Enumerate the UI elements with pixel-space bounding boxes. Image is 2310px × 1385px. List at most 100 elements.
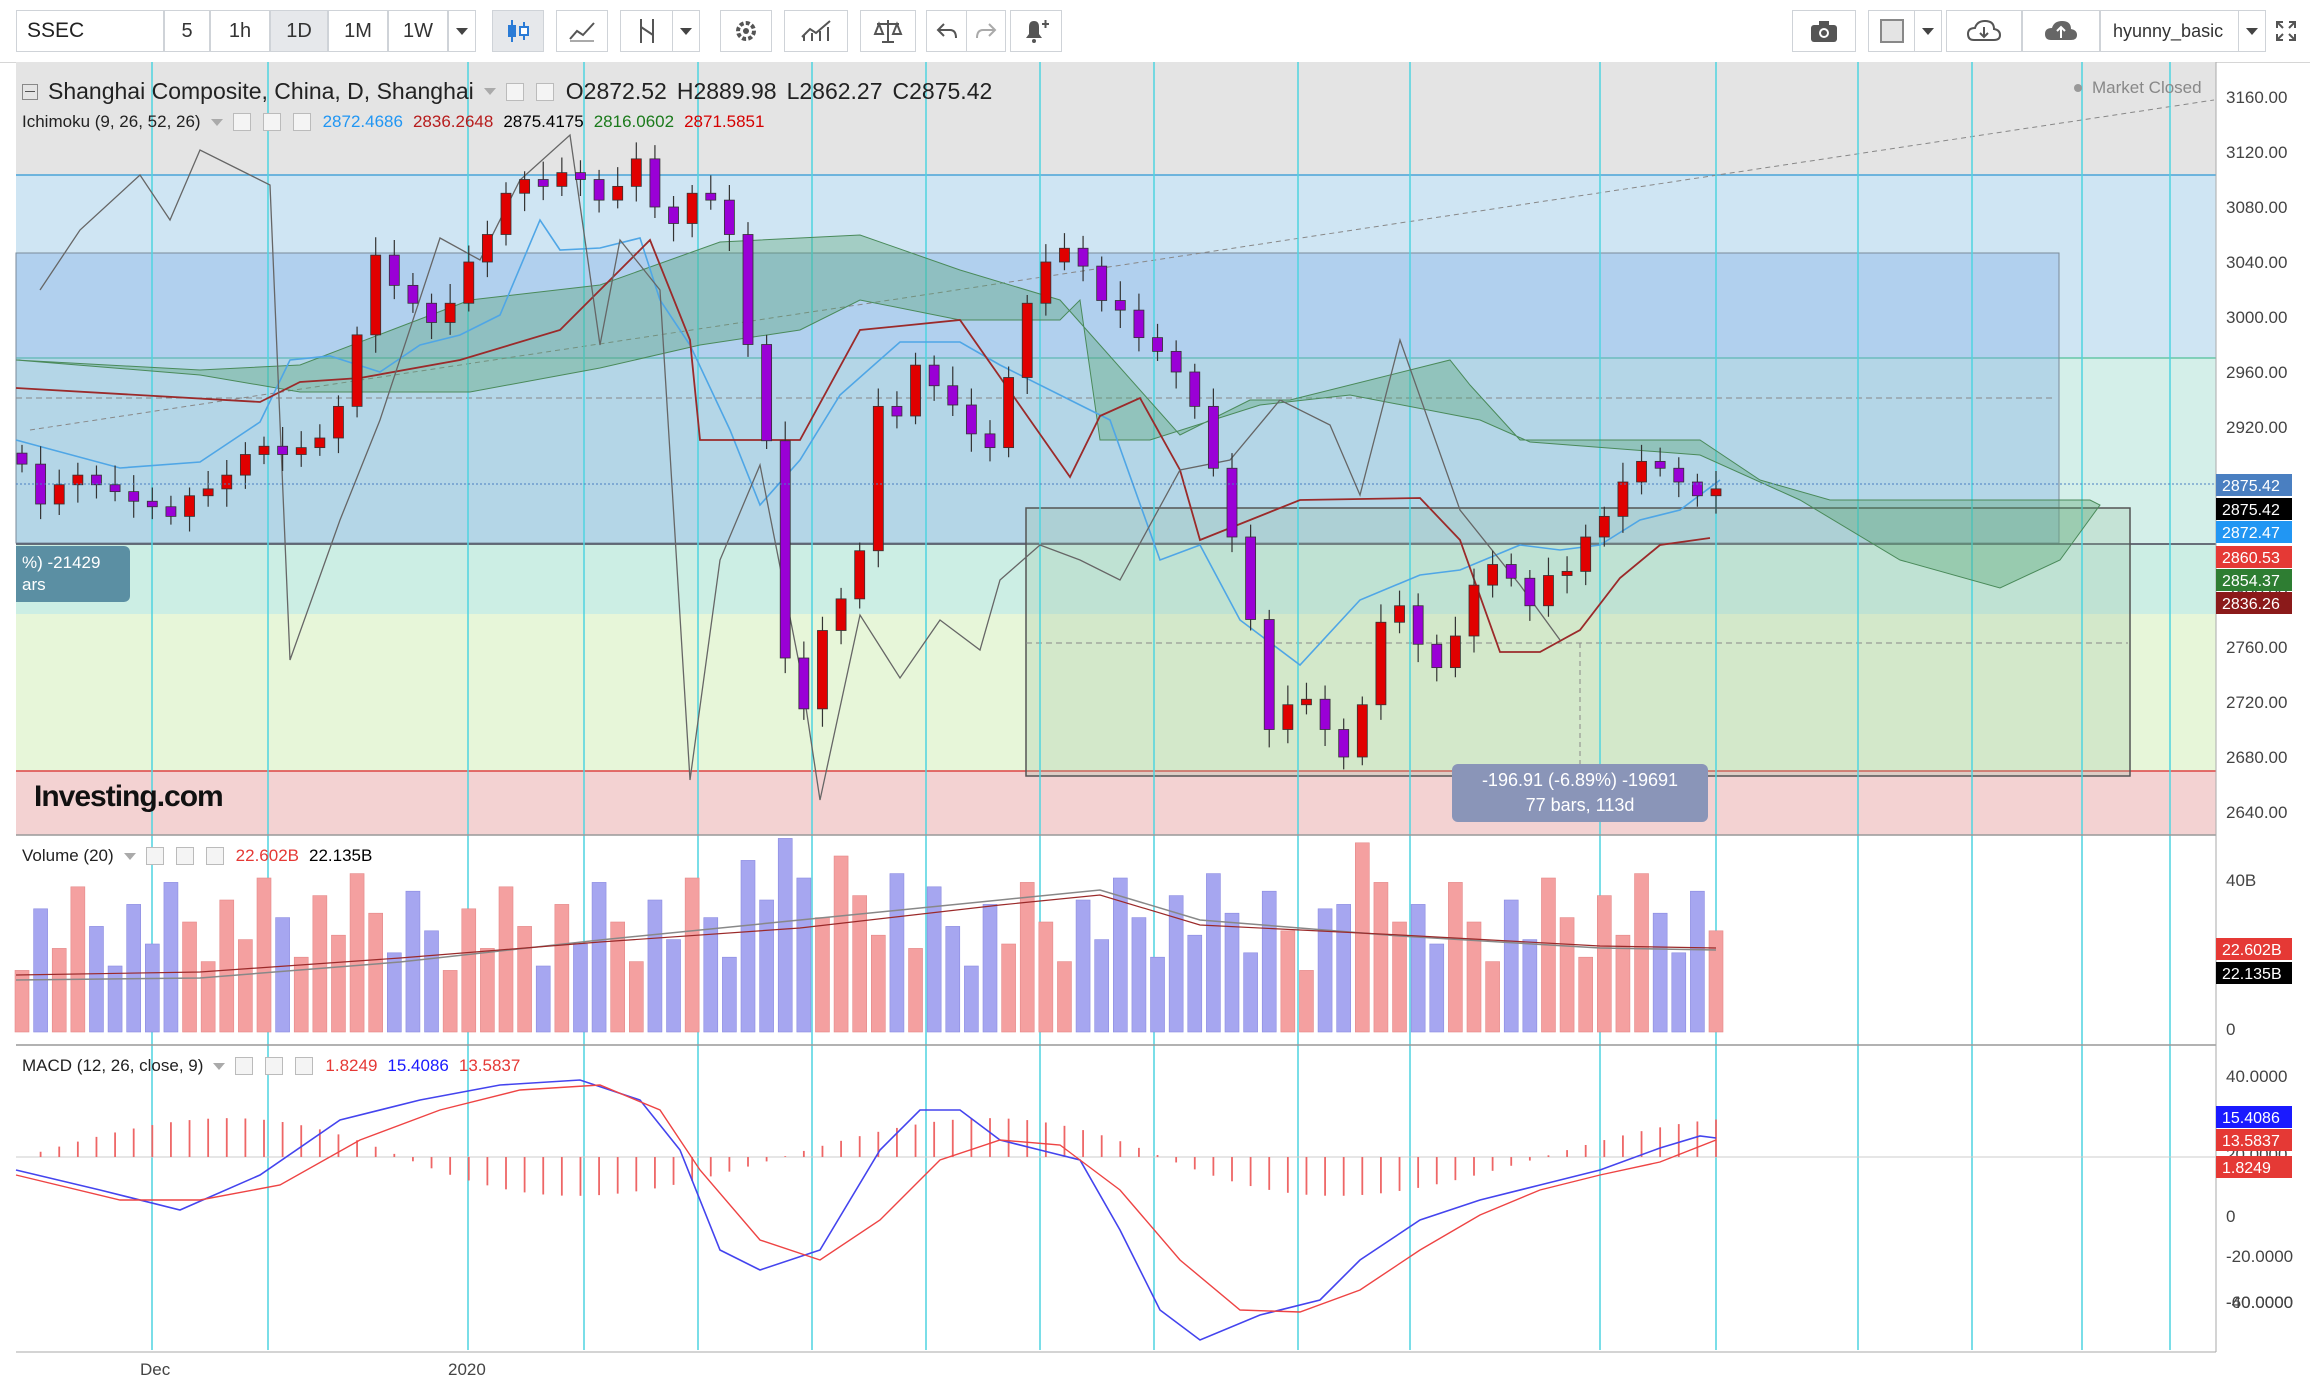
volume-bar-down (1336, 904, 1351, 1033)
macd-tag-label: 13.5837 (2222, 1133, 2280, 1150)
candle-up (1059, 247, 1070, 263)
measure-right-line2: 77 bars, 113d (1525, 795, 1635, 815)
chart-title: Shanghai Composite, China, D, Shanghai (48, 78, 474, 104)
price-axis-label: 3120.00 (2226, 143, 2287, 162)
ichimoku-span-b-value: 2871.5851 (684, 112, 765, 131)
eye-icon[interactable] (145, 847, 164, 865)
price-tag-label: 2875.42 (2222, 478, 2280, 495)
compare-button[interactable] (784, 10, 848, 52)
candle-down (1673, 467, 1685, 483)
measure-label-right: -196.91 (-6.89%) -19691 77 bars, 113d (1452, 764, 1708, 822)
eye-icon[interactable] (232, 113, 251, 131)
volume-bar-down (1261, 890, 1277, 1033)
interval-1d-button[interactable]: 1D (270, 10, 328, 52)
drawing-tools-button[interactable] (620, 10, 672, 52)
undo-button[interactable] (926, 10, 966, 52)
candle-up (202, 488, 214, 497)
candlestick-series (16, 142, 1722, 770)
indicators-button[interactable] (556, 10, 608, 52)
candle-up (1561, 570, 1573, 576)
volume-bar-up (1280, 930, 1296, 1033)
candle-up (53, 484, 65, 505)
candle-down (1096, 265, 1108, 301)
macd-tag (2216, 1106, 2292, 1128)
user-menu[interactable]: hyunny_basic (2100, 10, 2238, 52)
chevron-down-icon[interactable] (483, 88, 496, 95)
redo-button[interactable] (966, 10, 1006, 52)
chevron-down-icon[interactable] (213, 1062, 226, 1070)
layout-square-icon (1879, 19, 1904, 43)
candle-up (1487, 564, 1499, 586)
user-dropdown[interactable] (2238, 10, 2266, 52)
price-axis-label: 2960.00 (2226, 363, 2287, 382)
volume-ma-value: 22.135B (309, 846, 373, 865)
band-teal (16, 358, 2216, 544)
save-cloud-button[interactable] (2022, 10, 2100, 52)
main-legend: Shanghai Composite, China, D, Shanghai O… (22, 78, 992, 105)
chevron-down-icon[interactable] (123, 852, 136, 860)
load-cloud-button[interactable] (1946, 10, 2022, 52)
ichimoku-label: Ichimoku (9, 26, 52, 26) (22, 112, 201, 131)
fullscreen-button[interactable] (2266, 10, 2306, 52)
gear-icon[interactable] (535, 82, 554, 101)
interval-dropdown[interactable] (448, 10, 476, 52)
status-dot-icon (2074, 84, 2082, 92)
volume-bar-down (777, 838, 793, 1033)
volume-bar-down (889, 873, 905, 1033)
collapse-icon[interactable] (22, 83, 38, 100)
macd-signal-line (15, 1084, 1717, 1313)
interval-1w-button[interactable]: 1W (388, 10, 448, 52)
chevron-down-icon (680, 27, 692, 35)
candle-up (556, 172, 568, 187)
layout-dropdown[interactable] (1914, 10, 1942, 52)
candle-up (630, 158, 642, 187)
layout-button[interactable] (1868, 10, 1914, 52)
volume-bar-up (1392, 921, 1407, 1033)
eye-icon[interactable] (505, 82, 524, 101)
symbol-search-input[interactable]: SSEC (16, 10, 164, 52)
candle-down (1412, 605, 1424, 645)
chevron-down-icon (456, 27, 468, 35)
candles-button[interactable] (492, 10, 544, 52)
candle-down (947, 385, 959, 406)
gear-icon[interactable] (262, 113, 281, 131)
volume-bar-up (852, 895, 867, 1033)
alert-button[interactable] (1010, 10, 1062, 52)
trend-line (29, 99, 2215, 431)
ichimoku-span-a-value: 2816.0602 (593, 112, 675, 131)
candle-down (1189, 371, 1201, 407)
gear-icon[interactable] (175, 847, 194, 865)
interval-1m-button[interactable]: 1M (328, 10, 388, 52)
close-icon[interactable] (205, 847, 224, 865)
volume-bar-down (945, 926, 961, 1033)
balance-button[interactable] (860, 10, 916, 52)
macd-legend: MACD (12, 26, close, 9) 1.8249 15.4086 1… (22, 1056, 520, 1076)
eye-icon[interactable] (235, 1057, 254, 1075)
measure-left-line1: %) -21429 (22, 553, 101, 572)
volume-bar-down (926, 886, 942, 1033)
x-axis-label-dec: Dec (140, 1360, 171, 1379)
volume-bar-down (703, 917, 719, 1033)
close-icon[interactable] (292, 113, 311, 131)
indicators-icon (569, 22, 595, 42)
chevron-down-icon[interactable] (210, 118, 223, 126)
cloud-download-icon (1966, 19, 2002, 41)
volume-bar-down (1671, 952, 1687, 1033)
macd-tag (2216, 1129, 2292, 1151)
candle-up (1580, 536, 1592, 572)
price-tag-label: 2860.53 (2222, 550, 2280, 567)
price-axis-label: 2920.00 (2226, 418, 2287, 437)
candle-up (817, 630, 828, 710)
candle-down (1654, 460, 1666, 469)
close-icon[interactable] (295, 1057, 314, 1075)
snapshot-button[interactable] (1792, 10, 1856, 52)
settings-button[interactable] (720, 10, 772, 52)
drawing-tools-dropdown[interactable] (672, 10, 700, 52)
volume-bar-down (1652, 912, 1668, 1033)
volume-bar-down (1131, 917, 1147, 1033)
interval-5m-button[interactable]: 5 (164, 10, 210, 52)
scale-icon (873, 20, 903, 43)
gear-icon[interactable] (265, 1057, 284, 1075)
interval-1h-button[interactable]: 1h (210, 10, 270, 52)
